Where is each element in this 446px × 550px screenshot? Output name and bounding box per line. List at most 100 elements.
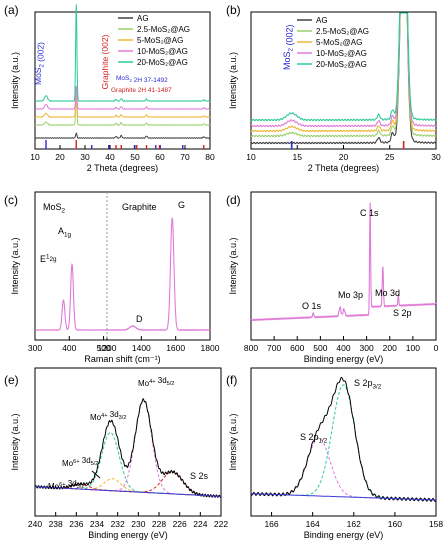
panel-a-label: (a) xyxy=(4,3,19,17)
panel-a-series-line xyxy=(34,90,211,118)
panel-a-annot-ref-graphite: Graphite 2H 41-1487 xyxy=(111,87,172,94)
panel-f-frame xyxy=(250,367,437,517)
panel-e-measured-line xyxy=(34,398,222,499)
panel-c-xtick-label: 1400 xyxy=(132,343,151,353)
panel-a-series-line xyxy=(34,4,211,102)
panel-f-fit-component xyxy=(251,384,436,501)
panel-b-xtick-label: 20 xyxy=(339,152,349,162)
panel-e-xtick-label: 222 xyxy=(214,519,228,529)
panel-c-frame xyxy=(34,191,211,341)
panel-e-annot-mo6-32: Mo6+ 3d3/2 xyxy=(48,479,84,491)
panel-d-annot-mo3p: Mo 3p xyxy=(338,290,363,300)
panel-d-xtick-label: 0 xyxy=(434,343,439,353)
panel-e-annot-s2s: S 2s xyxy=(190,471,209,481)
panel-f-xtick-label: 160 xyxy=(388,519,402,529)
panel-b-xtick-label: 15 xyxy=(293,152,303,162)
panel-f-xtick-label: 166 xyxy=(264,519,278,529)
panel-a-legend-label: 2.5-MoS₂@AG xyxy=(137,25,190,34)
panel-e-xtick-label: 238 xyxy=(49,519,63,529)
panel-e-ylabel: Intensity (a.u.) xyxy=(10,413,20,470)
panel-d-xtick-label: 300 xyxy=(360,343,374,353)
panel-e-annot-mo6-52: Mo6+ 3d5/2 xyxy=(62,456,98,468)
panel-d-annot-o1s: O 1s xyxy=(302,301,322,311)
panel-c-xtick-label: 1200 xyxy=(98,343,117,353)
panel-d-annot-mo3d: Mo 3d xyxy=(375,288,400,298)
panel-c-line-graphite xyxy=(106,217,211,332)
panel-e-xtick-label: 232 xyxy=(111,519,125,529)
panel-c-ylabel: Intensity (a.u.) xyxy=(10,237,20,294)
panel-c-xtick-label: 400 xyxy=(62,343,76,353)
panel-e-annot-mo4-52: Mo4+ 3d5/2 xyxy=(138,376,174,388)
panel-a-series-line xyxy=(34,95,211,126)
panel-a-xtick-label: 70 xyxy=(180,152,190,162)
panel-a: (a) Intensity (a.u.) 2 Theta (degrees) 10 20… xyxy=(4,3,215,173)
panel-c-annot-g: G xyxy=(178,200,185,210)
panel-d-xlabel: Binding energy (eV) xyxy=(304,354,384,364)
panel-b-annot-mos2: MoS2 (002) xyxy=(282,24,295,70)
panel-a-xtick-label: 10 xyxy=(30,152,40,162)
panel-d-xtick-label: 400 xyxy=(336,343,350,353)
panel-c-label: (c) xyxy=(4,193,18,207)
panel-e-frame xyxy=(34,367,222,517)
panel-b-legend-label: 2.5-MoS₂@AG xyxy=(316,27,369,36)
panel-b-xtick-label: 25 xyxy=(385,152,395,162)
panel-f-background-line xyxy=(250,493,437,501)
panel-b-label: (b) xyxy=(226,3,241,17)
panel-f-annot-s2p32: S 2p3/2 xyxy=(354,378,382,391)
panel-a-legend-label: 5-MoS₂@AG xyxy=(137,36,183,45)
panel-f-label: (f) xyxy=(226,373,237,387)
panel-b-legend-label: 10-MoS₂@AG xyxy=(316,49,367,58)
panel-d-xtick-label: 800 xyxy=(244,343,258,353)
panel-a-series-line xyxy=(34,85,211,110)
panel-c-xtick-label: 300 xyxy=(28,343,42,353)
panel-e-xtick-label: 224 xyxy=(193,519,207,529)
panel-c-xtick-label: 500 xyxy=(96,343,110,353)
panel-d-survey-line xyxy=(250,202,437,322)
panel-c-annot-graphite: Graphite xyxy=(122,202,157,212)
panel-e-xtick-label: 228 xyxy=(152,519,166,529)
panel-c: (c) Intensity (a.u.) Raman shift (cm⁻¹) 300… xyxy=(4,191,220,364)
panel-a-xtick-label: 40 xyxy=(105,152,115,162)
panel-b-xtick-label: 10 xyxy=(246,152,256,162)
panel-a-xtick-label: 50 xyxy=(130,152,140,162)
panel-e-xtick-label: 230 xyxy=(131,519,145,529)
panel-f-xtick-label: 164 xyxy=(306,519,320,529)
panel-e-xtick-label: 226 xyxy=(173,519,187,529)
panel-c-xlabel: Raman shift (cm⁻¹) xyxy=(84,354,160,364)
panel-a-legend-label: 10-MoS₂@AG xyxy=(137,47,188,56)
panel-e-background-line xyxy=(34,486,222,497)
panel-b-legend-label: 20-MoS₂@AG xyxy=(316,60,367,69)
panel-f-xtick-label: 162 xyxy=(347,519,361,529)
panel-b-xlabel: 2 Theta (degrees) xyxy=(308,163,379,173)
panel-b: (b) Intensity (a.u.) 2 Theta (degrees) 10 15… xyxy=(226,3,441,173)
panel-b-legend-label: AG xyxy=(316,16,328,25)
panel-a-annot-mos2: MoS2 (002) xyxy=(33,42,46,85)
panel-d-label: (d) xyxy=(226,193,241,207)
panel-e-label: (e) xyxy=(4,373,19,387)
panel-f-annot-s2p12: S 2p1/2 xyxy=(300,432,328,445)
panel-d-xtick-label: 200 xyxy=(383,343,397,353)
panel-a-xtick-label: 20 xyxy=(55,152,65,162)
panel-c-annot-a1g: A1g xyxy=(58,226,72,239)
panel-e-leader-line xyxy=(91,470,101,479)
panel-f: (f)Intensity (a.u.)Binding energy (eV)16… xyxy=(226,367,443,540)
panel-e-xtick-label: 234 xyxy=(90,519,104,529)
panel-f-fit-component xyxy=(251,437,436,501)
panel-c-line-mos2 xyxy=(34,263,108,331)
panel-a-series-line xyxy=(34,132,211,139)
panel-c-annot-d: D xyxy=(136,314,143,324)
panel-f-ylabel: Intensity (a.u.) xyxy=(228,413,238,470)
panel-d-xtick-label: 100 xyxy=(406,343,420,353)
panel-d-annot-c1s: C 1s xyxy=(360,208,379,218)
panel-c-annot-mos2: MoS2 xyxy=(43,202,66,215)
panel-c-annot-e2g: E12g xyxy=(40,253,57,264)
panel-a-xlabel: 2 Theta (degrees) xyxy=(87,163,158,173)
panel-d: (d) Intensity (a.u.) Binding energy (eV) 80… xyxy=(226,191,439,364)
panel-a-annot-graphite: Graphite (002) xyxy=(100,34,110,89)
panel-f-measured-line xyxy=(250,376,437,502)
panel-e: (e) Intensity (a.u.) Binding energy (eV) 24… xyxy=(4,367,228,540)
panel-f-xlabel: Binding energy (eV) xyxy=(304,530,384,540)
panel-d-ylabel: Intensity (a.u.) xyxy=(228,237,238,294)
panel-a-xtick-label: 60 xyxy=(155,152,165,162)
